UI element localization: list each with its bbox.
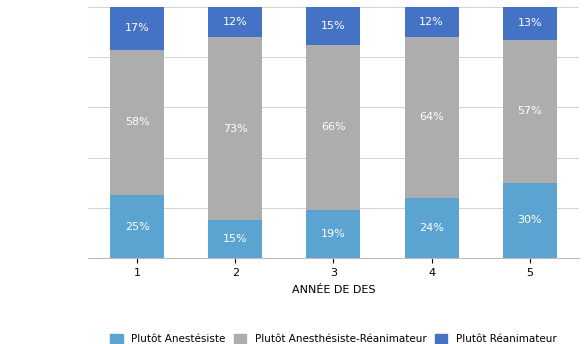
Bar bbox=[110, 7, 164, 50]
Bar bbox=[503, 7, 557, 40]
Bar bbox=[306, 7, 360, 45]
Text: 73%: 73% bbox=[223, 124, 248, 134]
Bar bbox=[404, 37, 459, 198]
Text: 58%: 58% bbox=[125, 117, 149, 127]
X-axis label: ANNÉE DE DES: ANNÉE DE DES bbox=[292, 285, 375, 295]
Text: 24%: 24% bbox=[419, 223, 444, 233]
Text: 30%: 30% bbox=[517, 215, 542, 225]
Text: 15%: 15% bbox=[223, 234, 248, 244]
Text: 66%: 66% bbox=[321, 122, 346, 132]
Bar bbox=[209, 221, 263, 258]
Legend: Plutôt Anestésiste, Plutôt Anesthésiste-Réanimateur, Plutôt Réanimateur: Plutôt Anestésiste, Plutôt Anesthésiste-… bbox=[110, 333, 557, 344]
Bar bbox=[209, 7, 263, 37]
Bar bbox=[306, 210, 360, 258]
Text: 19%: 19% bbox=[321, 229, 346, 239]
Text: 13%: 13% bbox=[517, 18, 542, 28]
Bar bbox=[209, 37, 263, 221]
Bar bbox=[110, 50, 164, 195]
Bar bbox=[503, 183, 557, 258]
Text: 57%: 57% bbox=[517, 106, 542, 116]
Text: 12%: 12% bbox=[223, 17, 248, 27]
Text: 15%: 15% bbox=[321, 21, 346, 31]
Bar bbox=[110, 195, 164, 258]
Text: 64%: 64% bbox=[419, 112, 444, 122]
Text: 25%: 25% bbox=[125, 222, 149, 232]
Bar bbox=[404, 7, 459, 37]
Text: 17%: 17% bbox=[125, 23, 149, 33]
Bar bbox=[404, 198, 459, 258]
Bar bbox=[503, 40, 557, 183]
Bar bbox=[306, 45, 360, 210]
Text: 12%: 12% bbox=[419, 17, 444, 27]
